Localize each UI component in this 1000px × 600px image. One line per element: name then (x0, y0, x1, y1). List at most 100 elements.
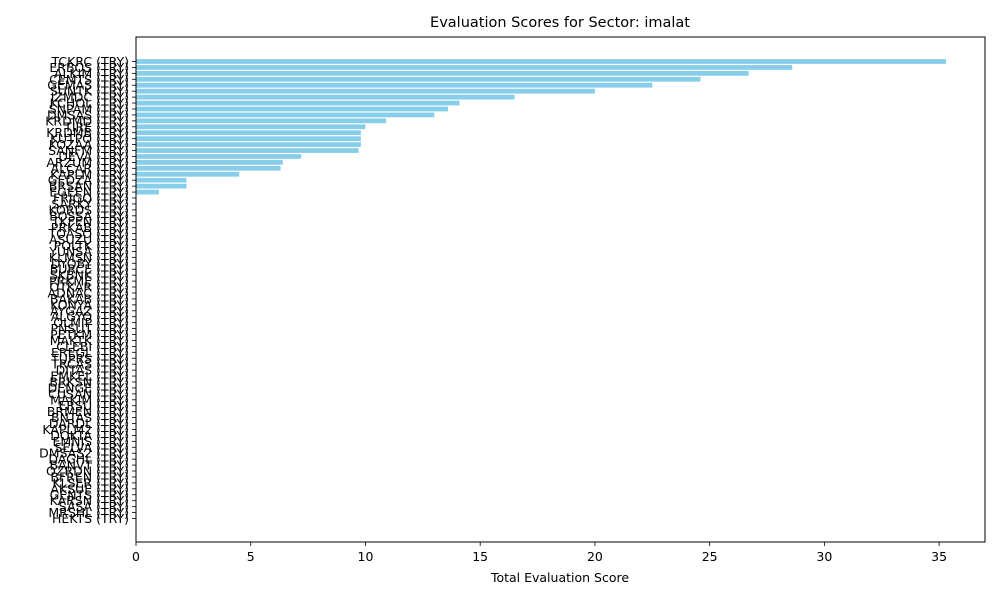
y-tick-label: KOZAA (TRY) (49, 137, 129, 152)
y-tick-label: PRKAB (TRY) (51, 220, 129, 235)
y-tick-label: CEMTS (TRY) (49, 72, 129, 87)
y-tick-label: TKFEN (TRY) (51, 214, 129, 229)
bar (136, 100, 460, 106)
y-tick-label: PETKM (TRY) (50, 327, 129, 342)
y-tick-label: DARDL (TRY) (49, 416, 129, 431)
y-tick-label: GEDZA (TRY) (48, 173, 129, 188)
y-tick-label: OZRDN (TRY) (46, 464, 129, 479)
bar (136, 94, 515, 100)
bar (136, 189, 159, 195)
bar (136, 106, 449, 112)
plot-area-frame (135, 36, 986, 543)
y-tick-label: HEKTS (TRY) (52, 511, 129, 526)
y-tick-label: MRSHL (TRY) (48, 505, 129, 520)
y-tick-label: GEMAS (TRY) (47, 78, 129, 93)
y-tick-label: KLSER (TRY) (52, 475, 129, 490)
y-axis-ticks: TCKRC (TRY)ERBOS (TRY)ALKIM (TRY)CEMTS (… (39, 54, 136, 526)
bar (136, 154, 302, 159)
y-tick-label: TRCAS (TRY) (50, 357, 129, 372)
y-tick-label: KAPLM (TRY) (50, 167, 129, 182)
y-tick-label: AKSUE (TRY) (50, 481, 129, 496)
bar (136, 118, 387, 124)
chart-title: Evaluation Scores for Sector: imalat (430, 15, 690, 31)
y-tick-label: EMKEL (TRY) (50, 369, 129, 384)
y-tick-label: AYGAZ (TRY) (50, 303, 129, 318)
y-tick-label: ASUZU (TRY) (49, 232, 129, 247)
y-tick-label: KLMSN (TRY) (49, 250, 129, 265)
y-tick-label: DMSAS2 (TRY) (39, 446, 129, 461)
y-tick-label: KARSN (TRY) (50, 493, 129, 508)
bar (136, 65, 793, 70)
y-tick-label: MAKIM (TRY) (50, 392, 129, 407)
y-tick-label: CLEBI (TRY) (56, 339, 129, 354)
bar (136, 148, 359, 153)
x-tick-label: 5 (247, 549, 255, 564)
y-tick-label: KRDMD (TRY) (45, 113, 129, 128)
y-tick-label: TUPRS (TRY) (50, 351, 129, 366)
bar (136, 142, 361, 147)
bar (136, 70, 749, 76)
x-tick-label: 10 (358, 549, 374, 564)
y-tick-label: PRKME (TRY) (49, 274, 129, 289)
x-axis-label: Total Evaluation Score (490, 570, 629, 585)
y-tick-label: TOASO (TRY) (48, 226, 129, 241)
bar (136, 160, 283, 165)
y-tick-label: GENTS (TRY) (50, 487, 129, 502)
y-tick-label: BOSSA (TRY) (49, 208, 129, 223)
y-tick-label: PNSUT (TRY) (51, 321, 130, 336)
bar (136, 76, 701, 82)
x-tick-label: 0 (132, 549, 140, 564)
y-tick-label: ALKIM (TRY) (54, 66, 129, 81)
bar (136, 124, 366, 130)
y-tick-label: KAPLM2 (TRY) (42, 422, 129, 437)
bars-group (136, 59, 946, 195)
bar (136, 82, 653, 88)
y-tick-label: BFREN (TRY) (50, 469, 129, 484)
y-tick-label: ADNAC (TRY) (48, 285, 129, 300)
y-tick-label: TIRE (TRY) (63, 119, 129, 134)
x-tick-label: 15 (472, 549, 488, 564)
y-tick-label: ERBOS (TRY) (49, 60, 129, 75)
y-tick-label: ERSU (TRY) (58, 398, 129, 413)
y-tick-label: ALCAR (TRY) (51, 161, 129, 176)
x-tick-label: 30 (816, 549, 832, 564)
y-tick-label: BANVT (TRY) (49, 458, 129, 473)
y-tick-label: DENGE (TRY) (48, 380, 129, 395)
y-tick-label: BURCE (TRY) (50, 262, 129, 277)
y-tick-label: DMSAS (TRY) (47, 107, 129, 122)
y-tick-label: EGEEN (TRY) (49, 185, 129, 200)
y-tick-label: POLTK (TRY) (54, 238, 129, 253)
y-tick-label: EMNIS (TRY) (52, 434, 129, 449)
y-tick-label: SUNTK (TRY) (50, 84, 129, 99)
y-tick-label: FRIGO (TRY) (53, 191, 129, 206)
bar (136, 112, 435, 118)
bar (136, 177, 187, 183)
y-tick-label: DEVA (TRY) (58, 149, 129, 164)
y-tick-label: OLMIP (TRY) (53, 315, 129, 330)
y-tick-label: BRKSN (TRY) (49, 374, 129, 389)
bar (136, 59, 946, 64)
y-tick-label: OTKAR (TRY) (49, 280, 129, 295)
y-tick-label: CUSAN (TRY) (48, 386, 129, 401)
y-tick-label: BAKAB (TRY) (50, 291, 129, 306)
y-tick-label: KUTPO (TRY) (50, 131, 129, 146)
y-tick-label: TCKRC (TRY) (50, 54, 129, 69)
y-tick-label: SELVA (TRY) (54, 440, 129, 455)
bar (136, 171, 240, 177)
x-axis-ticks: 0 5 10 15 20 25 30 35 (132, 542, 947, 564)
y-tick-label: DAGHL (TRY) (48, 452, 129, 467)
y-tick-label: IZMDC (TRY) (51, 90, 129, 105)
y-tick-label: ALGYO (TRY) (51, 309, 129, 324)
y-tick-label: KRDMB (TRY) (46, 125, 129, 140)
x-tick-label: 25 (702, 549, 718, 564)
y-tick-label: ARZUM (TRY) (46, 155, 129, 170)
y-tick-label: SARKY (TRY) (51, 196, 129, 211)
y-tick-label: BRSAN (TRY) (49, 179, 129, 194)
bar (136, 136, 361, 142)
y-tick-label: BRMEN (TRY) (47, 404, 129, 419)
x-tick-label: 35 (931, 549, 947, 564)
y-tick-label: DYOBY (TRY) (51, 256, 129, 271)
bar (136, 183, 187, 189)
y-tick-label: MAKTK (TRY) (50, 333, 129, 348)
